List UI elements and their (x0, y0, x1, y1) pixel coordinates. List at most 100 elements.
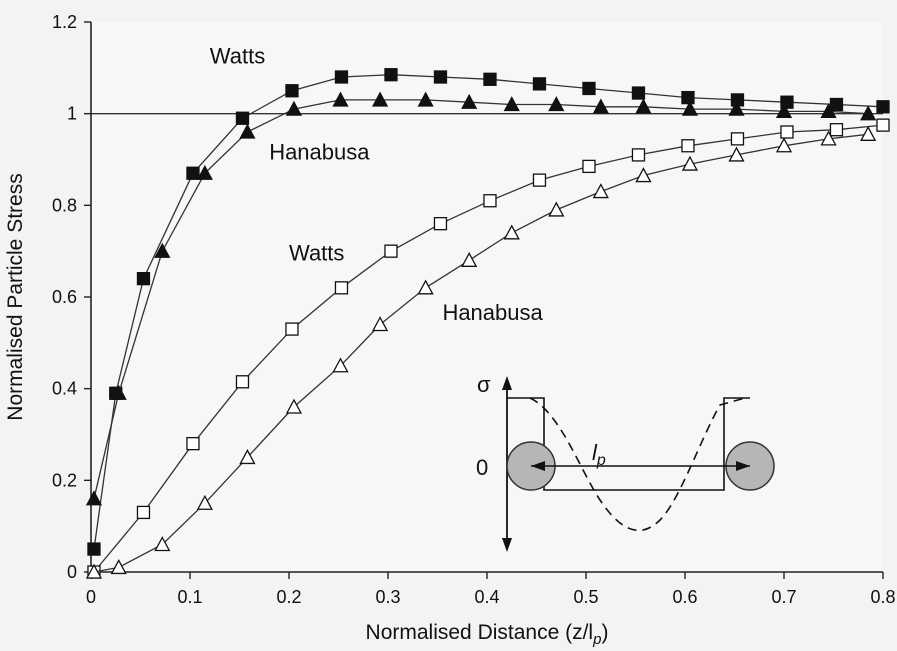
inset-dashed-wave (529, 397, 746, 532)
data-point-series-3 (332, 357, 349, 373)
x-tick-label: 0.4 (474, 587, 499, 607)
y-tick-label: 0.4 (52, 379, 77, 399)
data-point-series-1 (285, 100, 303, 116)
inset-arrow-up (502, 376, 512, 390)
data-point-series-2 (532, 173, 547, 187)
data-point-series-1 (85, 490, 103, 506)
data-point-series-1 (332, 91, 349, 107)
data-point-series-3 (775, 137, 793, 153)
data-point-series-0 (532, 77, 547, 91)
data-point-series-3 (728, 146, 745, 162)
data-point-series-2 (829, 123, 844, 137)
data-point-series-2 (334, 281, 349, 295)
data-point-series-1 (461, 93, 478, 109)
data-point-series-3 (820, 130, 837, 146)
annotation-label: Watts (289, 240, 344, 265)
data-point-series-1 (196, 164, 213, 180)
data-point-series-0 (186, 166, 200, 180)
data-point-series-3 (371, 316, 389, 332)
data-point-series-2 (780, 125, 794, 139)
data-point-series-1 (635, 98, 652, 114)
data-point-series-2 (384, 244, 398, 258)
x-tick-label: 0.2 (276, 587, 301, 607)
data-point-series-3 (417, 279, 434, 295)
data-point-series-3 (85, 563, 103, 579)
data-point-series-2 (285, 322, 299, 336)
data-point-series-3 (461, 251, 478, 267)
y-tick-label: 0.6 (52, 287, 77, 307)
x-tick-label: 0 (86, 587, 96, 607)
data-point-series-2 (730, 132, 745, 146)
data-point-series-1 (775, 103, 793, 119)
annotation-label: Hanabusa (269, 140, 370, 165)
annotation-label: Watts (210, 43, 265, 68)
series-line-0 (93, 74, 884, 550)
data-point-series-1 (371, 91, 389, 107)
data-point-series-0 (681, 90, 695, 105)
data-point-series-2 (136, 505, 151, 520)
data-point-series-3 (110, 559, 127, 575)
x-tick-label: 0.5 (573, 587, 598, 607)
data-point-series-0 (136, 272, 151, 286)
inset-zero-label: 0 (476, 455, 488, 480)
plot-area (91, 22, 883, 572)
data-point-series-2 (186, 437, 200, 451)
data-point-series-3 (681, 155, 699, 171)
series-layer (85, 68, 890, 579)
data-point-series-0 (235, 111, 250, 125)
inset-length-arrow-right (736, 461, 750, 471)
y-tick-label: 0.2 (52, 470, 77, 490)
data-point-series-1 (548, 96, 565, 112)
data-point-series-0 (433, 70, 448, 84)
data-point-series-3 (635, 167, 652, 183)
x-axis-title-subscript: p (592, 631, 601, 648)
data-point-series-2 (876, 118, 890, 132)
data-point-series-3 (548, 201, 565, 217)
data-point-series-3 (592, 183, 609, 199)
data-point-series-1 (110, 384, 127, 400)
y-tick-label: 0 (67, 562, 77, 582)
data-point-series-1 (728, 100, 745, 116)
data-point-series-1 (820, 103, 837, 119)
data-point-series-3 (860, 125, 877, 141)
data-point-series-1 (592, 98, 609, 114)
data-point-series-0 (582, 81, 596, 96)
inset-length-arrow-left (531, 461, 545, 471)
y-tick-label: 1 (67, 104, 77, 124)
data-point-series-3 (239, 449, 256, 465)
annotation-label: Hanabusa (442, 300, 543, 325)
x-tick-label: 0.7 (771, 587, 796, 607)
inset-length-label: lp (592, 440, 606, 469)
data-point-series-3 (503, 224, 520, 240)
data-point-series-2 (681, 139, 695, 153)
data-point-series-2 (433, 217, 448, 231)
data-point-series-3 (154, 536, 171, 552)
x-tick-label: 0.8 (870, 587, 895, 607)
x-tick-label: 0.3 (375, 587, 400, 607)
ticks: 0 0.1 0.2 0.3 0.4 0.5 0.6 0.7 0.8 0 0.2 0.4 0.6 0.8 1 1… (52, 12, 896, 607)
x-tick-label: 0.6 (672, 587, 697, 607)
data-point-series-0 (384, 68, 398, 82)
data-point-series-0 (876, 100, 890, 114)
data-point-series-2 (483, 194, 497, 208)
y-axis-title: Normalised Particle Stress (4, 173, 27, 420)
data-point-series-0 (285, 84, 299, 98)
inset-stress-profile (507, 397, 750, 491)
data-point-series-1 (681, 100, 699, 116)
inset-sigma-label: σ (477, 372, 491, 397)
data-point-series-2 (235, 375, 250, 389)
data-point-series-3 (285, 398, 303, 414)
data-point-series-0 (334, 70, 349, 84)
data-point-series-0 (483, 72, 497, 86)
data-point-series-0 (631, 86, 646, 100)
data-point-series-1 (417, 91, 434, 107)
annotation-layer: Watts Hanabusa Watts Hanabusa (210, 43, 544, 325)
data-point-series-2 (631, 148, 646, 162)
x-axis-title: Normalised Distance (z/lp) (366, 621, 609, 648)
data-point-series-2 (582, 159, 596, 174)
data-point-series-3 (196, 494, 213, 510)
data-point-series-1 (154, 242, 171, 258)
inset-diagram: σ 0 lp (476, 372, 775, 552)
inset-arrow-down (502, 538, 512, 552)
